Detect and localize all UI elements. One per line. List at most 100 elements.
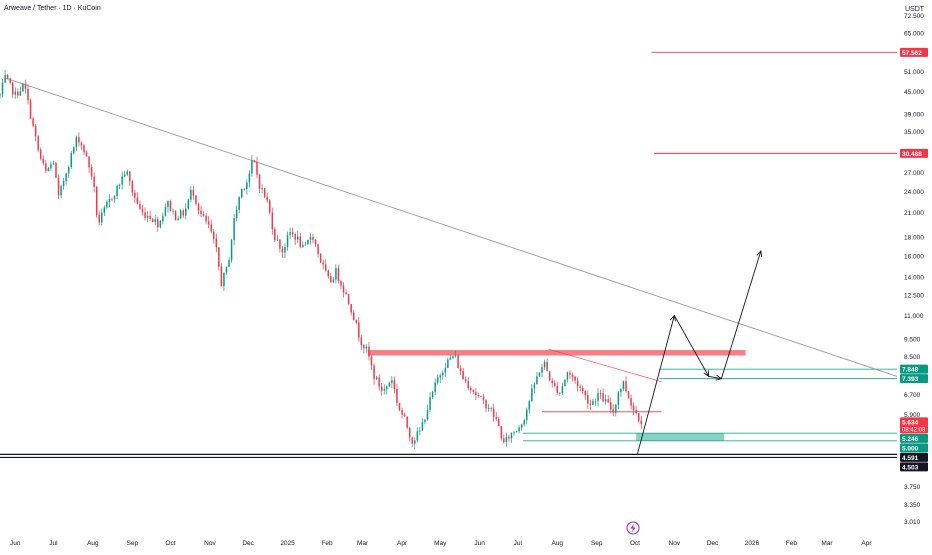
candle-body bbox=[0, 94, 1, 96]
candle bbox=[408, 426, 411, 442]
candle-body bbox=[218, 247, 220, 267]
candle-body bbox=[80, 142, 83, 146]
candle-body bbox=[207, 221, 210, 225]
candle-body bbox=[235, 209, 238, 219]
candle bbox=[187, 198, 190, 211]
candle-body bbox=[88, 156, 90, 168]
candle-body bbox=[337, 267, 340, 281]
candle bbox=[378, 374, 380, 391]
candle bbox=[424, 419, 426, 425]
candle-body bbox=[487, 408, 490, 409]
candle bbox=[233, 213, 235, 246]
candle bbox=[452, 355, 454, 360]
candle bbox=[388, 381, 391, 388]
candle-body bbox=[536, 376, 538, 385]
x-tick-label: Mar bbox=[821, 540, 833, 547]
candle bbox=[118, 183, 121, 190]
candle bbox=[230, 238, 233, 263]
candle-body bbox=[551, 380, 553, 384]
candle-body bbox=[543, 361, 546, 368]
candle bbox=[533, 382, 536, 394]
candle bbox=[569, 370, 571, 379]
y-tick-label: 18.000 bbox=[904, 235, 924, 242]
price-label-text: 7.848 bbox=[902, 367, 919, 374]
candle-body bbox=[358, 322, 360, 338]
candle bbox=[579, 384, 581, 392]
candle-body bbox=[263, 188, 266, 197]
candle bbox=[627, 390, 630, 399]
candle-body bbox=[470, 388, 472, 391]
candle-body bbox=[174, 210, 177, 221]
candle bbox=[207, 216, 210, 228]
candle-body bbox=[380, 386, 383, 391]
candle bbox=[416, 427, 419, 443]
y-tick-label: 35.000 bbox=[904, 129, 924, 136]
candle-body bbox=[167, 201, 169, 207]
candle bbox=[256, 156, 258, 179]
candle bbox=[324, 259, 327, 272]
candle-body bbox=[452, 356, 454, 358]
x-axis[interactable]: Jun Jul Aug Sep Oct Nov Dec 2025 Feb Mar Apr May Jun… bbox=[10, 540, 872, 547]
candle-body bbox=[19, 91, 22, 96]
candle bbox=[429, 392, 431, 412]
x-tick-label: Dec bbox=[707, 540, 719, 547]
candle-body bbox=[55, 162, 57, 178]
candle bbox=[55, 161, 57, 179]
candle bbox=[464, 376, 467, 384]
candle-body bbox=[164, 206, 167, 216]
candle bbox=[70, 150, 73, 170]
candle bbox=[34, 123, 37, 142]
candle-body bbox=[113, 196, 116, 200]
candle-body bbox=[559, 393, 561, 394]
candle-body bbox=[576, 380, 579, 387]
lightning-bolt-icon[interactable] bbox=[626, 521, 640, 535]
price-label-box bbox=[900, 433, 928, 443]
candle-body bbox=[447, 359, 449, 368]
candle-body bbox=[531, 388, 533, 402]
candle-body bbox=[73, 147, 75, 154]
y-tick-label: 3.350 bbox=[904, 502, 921, 509]
candle bbox=[352, 309, 355, 321]
candle-body bbox=[383, 389, 385, 391]
candle bbox=[174, 210, 177, 221]
candle bbox=[78, 132, 80, 147]
candle bbox=[65, 172, 67, 185]
candle bbox=[439, 373, 441, 384]
candle-body bbox=[457, 355, 459, 369]
candle bbox=[37, 135, 39, 153]
candle-body bbox=[274, 229, 276, 241]
candle bbox=[317, 243, 319, 258]
candle-body bbox=[34, 125, 37, 137]
candle-body bbox=[284, 246, 286, 253]
candle bbox=[444, 362, 447, 377]
candle-body bbox=[467, 381, 469, 389]
candle bbox=[39, 147, 42, 161]
y-axis[interactable]: 72.500 65.000 51.000 45.000 39.000 35.000 27.0… bbox=[904, 13, 924, 526]
price-label-box bbox=[900, 417, 928, 434]
candle bbox=[253, 159, 256, 163]
candle bbox=[477, 392, 480, 398]
candle bbox=[47, 167, 50, 172]
candle-body bbox=[426, 409, 429, 420]
candle-body bbox=[363, 345, 365, 349]
candle bbox=[136, 192, 139, 205]
candle-body bbox=[291, 232, 294, 235]
candle bbox=[116, 184, 118, 200]
candle-body bbox=[378, 377, 380, 387]
candle bbox=[531, 384, 533, 403]
candle-body bbox=[495, 417, 497, 420]
candle bbox=[73, 146, 75, 155]
y-tick-label: 9.500 bbox=[904, 336, 921, 343]
candle bbox=[60, 184, 62, 199]
price-label-text: 7.393 bbox=[902, 376, 919, 383]
price-label-countdown: 08:42:08 bbox=[902, 427, 926, 433]
candle-body bbox=[14, 91, 17, 95]
candle-body bbox=[304, 244, 307, 246]
candle bbox=[525, 407, 528, 425]
candle bbox=[406, 416, 408, 430]
candle bbox=[421, 418, 424, 431]
candle bbox=[98, 210, 100, 226]
